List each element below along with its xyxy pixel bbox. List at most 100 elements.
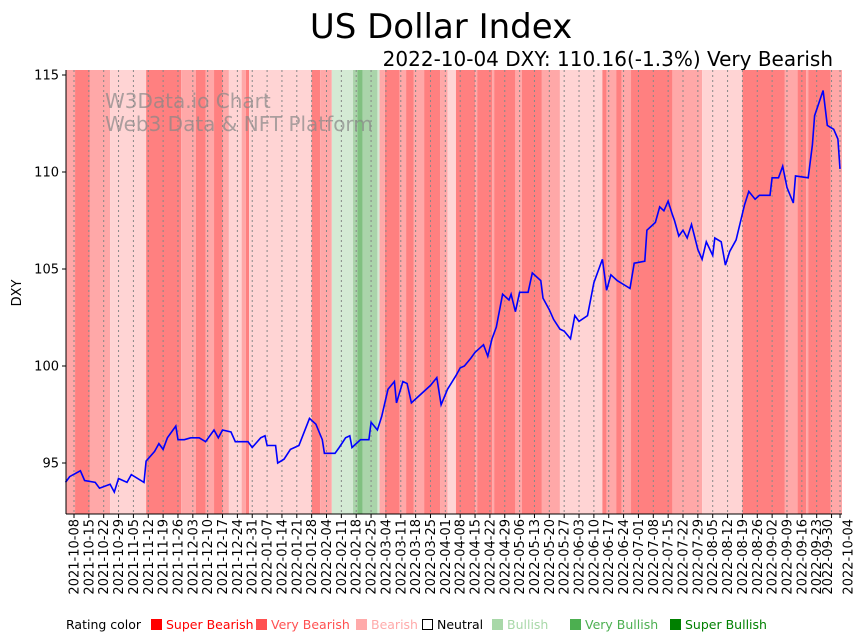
- rating-band: [621, 70, 632, 514]
- x-tick-label: 2022-05-13: [528, 519, 543, 595]
- x-tick-label: 2021-11-26: [171, 519, 186, 595]
- legend-label: Super Bullish: [685, 617, 767, 632]
- x-tick-label: 2022-06-03: [573, 519, 588, 595]
- x-tick-label: 2021-11-05: [127, 519, 142, 595]
- x-tick-label: 2022-02-25: [365, 519, 380, 595]
- rating-band: [406, 70, 414, 514]
- x-tick-label: 2022-01-07: [261, 519, 276, 595]
- rating-band: [377, 70, 380, 514]
- legend-swatch: [570, 619, 581, 630]
- x-tick-label: 2022-10-04: [842, 519, 857, 595]
- rating-band: [830, 70, 842, 514]
- chart-subtitle: 2022-10-04 DXY: 110.16(-1.3%) Very Beari…: [383, 47, 833, 71]
- rating-band: [808, 70, 831, 514]
- x-tick-label: 2022-09-30: [821, 519, 836, 595]
- legend-label: Bearish: [371, 617, 418, 632]
- rating-band: [205, 70, 215, 514]
- dxy-line: [64, 90, 841, 495]
- legend-label: Bullish: [507, 617, 548, 632]
- x-tick-label: 2022-08-05: [706, 519, 721, 595]
- rating-band: [515, 70, 522, 514]
- x-tick-label: 2021-11-19: [157, 519, 172, 595]
- y-tick-label: 110: [34, 166, 59, 181]
- rating-band: [492, 70, 495, 514]
- rating-band: [241, 70, 246, 514]
- x-tick-label: 2022-09-23: [810, 519, 825, 595]
- rating-band: [311, 70, 321, 514]
- rating-band: [399, 70, 407, 514]
- rating-band: [672, 70, 703, 514]
- rating-band: [559, 70, 603, 514]
- x-tick-label: 2022-04-22: [483, 519, 498, 595]
- x-tick-label: 2021-12-17: [216, 519, 231, 595]
- legend-label: Very Bullish: [585, 617, 658, 632]
- x-tick-label: 2022-03-25: [424, 519, 439, 595]
- x-tick-label: 2021-11-12: [142, 519, 157, 595]
- y-tick-label: 95: [42, 457, 59, 472]
- x-tick-label: 2022-02-04: [320, 519, 335, 595]
- x-tick-label: 2022-03-11: [394, 519, 409, 595]
- x-tick-label: 2022-05-20: [543, 519, 558, 595]
- legend-label: Neutral: [437, 617, 483, 632]
- rating-band: [353, 70, 358, 514]
- x-tick-label: 2021-10-29: [112, 519, 127, 595]
- rating-band: [440, 70, 448, 514]
- x-tick-label: 2022-07-29: [691, 519, 706, 595]
- rating-band: [249, 70, 312, 514]
- y-tick-label: 115: [34, 69, 59, 84]
- x-tick-label: 2022-06-17: [602, 519, 617, 595]
- x-tick-label: 2022-01-21: [290, 519, 305, 595]
- rating-band: [362, 70, 378, 514]
- x-tick-label: 2022-04-01: [439, 519, 454, 595]
- rating-band: [196, 70, 206, 514]
- x-tick-label: 2022-05-06: [513, 519, 528, 595]
- x-tick-label: 2022-03-04: [379, 519, 394, 595]
- x-tick-label: 2021-12-03: [186, 519, 201, 595]
- rating-band: [379, 70, 385, 514]
- x-tick-label: 2022-02-18: [350, 519, 365, 595]
- watermark-line-1: W3Data.io Chart: [105, 89, 271, 113]
- legend-swatch: [151, 619, 162, 630]
- x-tick-label: 2021-10-22: [97, 519, 112, 595]
- y-axis-label: DXY: [10, 280, 25, 307]
- rating-band: [75, 70, 90, 514]
- legend-title: Rating color: [66, 617, 142, 632]
- rating-band: [606, 70, 617, 514]
- y-tick-label: 100: [34, 360, 59, 375]
- x-tick-label: 2022-06-10: [587, 519, 602, 595]
- legend: Rating color Super Bearish Very Bearish Be…: [66, 617, 767, 632]
- rating-band: [413, 70, 425, 514]
- rating-band: [455, 70, 476, 514]
- rating-bands: [66, 70, 842, 514]
- y-ticks: 95 100 105 110 115: [34, 69, 66, 472]
- x-tick-label: 2022-07-15: [662, 519, 677, 595]
- rating-band: [602, 70, 607, 514]
- rating-band: [447, 70, 456, 514]
- legend-swatch: [256, 619, 267, 630]
- x-tick-label: 2022-08-26: [751, 519, 766, 595]
- rating-band: [541, 70, 560, 514]
- x-tick-label: 2021-10-15: [82, 519, 97, 595]
- x-tick-label: 2022-04-29: [498, 519, 513, 595]
- x-tick-label: 2022-01-14: [275, 519, 290, 595]
- x-tick-label: 2022-05-27: [558, 519, 573, 595]
- legend-label: Very Bearish: [271, 617, 350, 632]
- x-tick-label: 2021-12-24: [231, 519, 246, 595]
- rating-band: [521, 70, 542, 514]
- legend-swatch: [670, 619, 681, 630]
- x-tick-label: 2022-09-02: [766, 519, 781, 595]
- legend-swatch: [422, 619, 433, 630]
- x-tick-label: 2022-01-28: [305, 519, 320, 595]
- rating-band: [222, 70, 229, 514]
- rating-band: [806, 70, 809, 514]
- x-tick-label: 2022-02-11: [335, 519, 350, 595]
- rating-band: [357, 70, 363, 514]
- x-tick-label: 2022-07-01: [632, 519, 647, 595]
- rating-band: [384, 70, 400, 514]
- rating-band: [146, 70, 182, 514]
- x-tick-label: 2021-12-10: [201, 519, 216, 595]
- rating-band: [110, 70, 147, 514]
- rating-band: [331, 70, 354, 514]
- x-tick-label: 2021-10-08: [67, 519, 82, 595]
